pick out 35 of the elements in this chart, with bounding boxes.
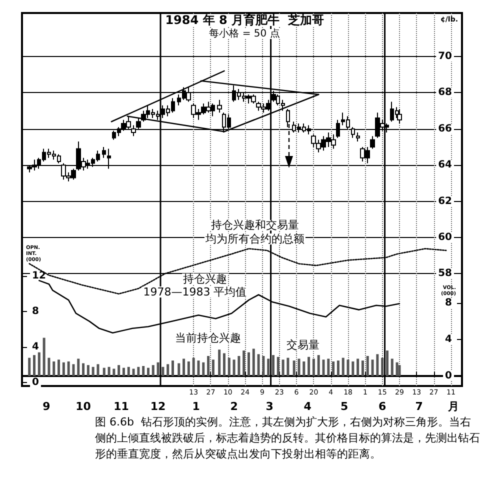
x-tick-label: 4 (304, 400, 312, 413)
annotation: 持仓兴趣和交易量 (211, 218, 299, 232)
x-tick-label: 2 (230, 400, 238, 413)
caption: 图 6.6b 钻石形顶的实例。注意，其左侧为扩大形，右侧为对称三角形。当右侧的上倾直线被跌破后，标志着趋势的反转。其价格目标的算法是，先测出钻石形的垂直宽度，然后从突破点出发向下投射出相等的距离。 (95, 416, 480, 460)
annotation: 当前持仓兴趣 (175, 332, 241, 344)
y2-tick-label: 0 (32, 376, 39, 388)
annotation: 均为所有合约的总额 (204, 232, 304, 246)
y-tick-label: 62 (438, 196, 452, 207)
x-tick-label: 9 (42, 400, 50, 413)
chart-title: 1984 年 8 月育肥牛 芝加哥 (165, 13, 324, 27)
y3-tick-label: 8 (445, 298, 452, 309)
x-tick-label: 6 (378, 400, 387, 413)
y-tick-label: 58 (438, 268, 452, 280)
x-tick-label: 3 (266, 400, 274, 413)
annotation: 持仓兴趣 (183, 272, 227, 286)
y2-tick-label: 4 (32, 342, 39, 353)
x-tick-label: 10 (76, 400, 92, 413)
y-tick-label: 60 (438, 232, 452, 244)
y3-tick-label: 4 (445, 334, 452, 346)
y2-tick-label: 8 (32, 306, 39, 318)
y2-tick-label: 12 (32, 270, 46, 282)
y-tick-label: 64 (438, 160, 452, 171)
x-tick-label: 5 (340, 400, 348, 413)
text: 每小格 = 50 点 (209, 28, 280, 40)
y-tick-label: 70 (438, 50, 452, 62)
x-tick-label: 1 (192, 400, 200, 413)
y3-tick-label: 0 (445, 370, 452, 382)
x-tick-label: 12 (150, 400, 166, 413)
y-tick-label: 68 (438, 87, 452, 98)
x-tick-label: 7 (415, 400, 423, 413)
annotation: 1978—1983 平均值 (143, 286, 247, 298)
x-tick-label: 11 (114, 400, 129, 413)
y-tick-label: 66 (438, 123, 452, 134)
annotation: 交易量 (286, 338, 320, 352)
x-tick-label: 月 (446, 400, 459, 413)
